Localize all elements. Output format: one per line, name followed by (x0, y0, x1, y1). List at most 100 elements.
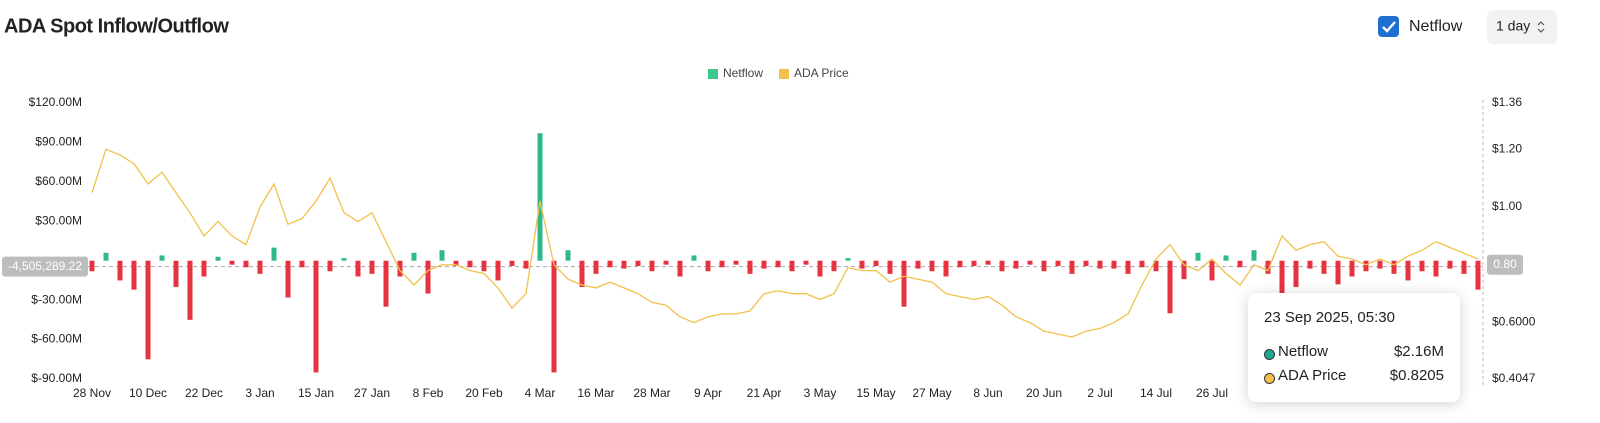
netflow-bar (1237, 260, 1243, 268)
y-tick-label: $30.00M (35, 213, 82, 227)
netflow-bar (425, 260, 431, 294)
netflow-bar (537, 133, 543, 261)
netflow-bar (481, 260, 487, 272)
netflow-bar (1097, 260, 1103, 269)
netflow-bar (1377, 260, 1383, 269)
netflow-bar (1223, 255, 1229, 261)
netflow-bar (1265, 260, 1271, 274)
netflow-bar (607, 260, 613, 268)
crosshair-badge (2, 256, 88, 277)
netflow-bar (1083, 260, 1089, 266)
tooltip-dot (1264, 373, 1275, 384)
netflow-bar (1447, 260, 1453, 269)
netflow-bar (1321, 260, 1327, 274)
checkbox-label: Netflow (1409, 18, 1463, 35)
crosshair-label: -4,505,289.22 (8, 259, 82, 273)
netflow-bar (523, 260, 529, 269)
x-tick-label: 27 Jan (354, 386, 390, 400)
netflow-bar (845, 258, 851, 261)
netflow-bar (383, 260, 389, 307)
netflow-bar (901, 260, 907, 307)
netflow-bar (873, 260, 879, 266)
netflow-bar (131, 260, 137, 290)
y-tick-label: $60.00M (35, 174, 82, 188)
netflow-bar (621, 260, 627, 269)
legend-label: ADA Price (794, 66, 849, 80)
netflow-bar (971, 260, 977, 266)
netflow-bar (957, 260, 963, 268)
y-tick-label: $90.00M (35, 135, 82, 149)
x-tick-label: 20 Feb (465, 386, 503, 400)
netflow-bar (187, 260, 193, 320)
netflow-bar (1405, 260, 1411, 281)
netflow-bar (593, 260, 599, 274)
netflow-bar (635, 260, 641, 266)
legend-swatch (708, 69, 718, 79)
netflow-bar (691, 255, 697, 261)
x-tick-label: 4 Mar (525, 386, 556, 400)
netflow-bar (1279, 260, 1285, 298)
crosshair-price-label: 0.80 (1493, 257, 1517, 271)
netflow-bar (1167, 260, 1173, 314)
netflow-bar (1013, 260, 1019, 269)
netflow-bar (271, 247, 277, 261)
x-tick-label: 8 Jun (973, 386, 1002, 400)
netflow-bar (1069, 260, 1075, 274)
netflow-bar (1195, 252, 1201, 261)
x-tick-label: 14 Jul (1140, 386, 1172, 400)
netflow-bar (411, 252, 417, 261)
netflow-bar (173, 260, 179, 287)
y-tick-label: $120.00M (29, 95, 82, 109)
y2-tick-label: $0.4047 (1492, 371, 1536, 385)
x-tick-label: 8 Feb (413, 386, 444, 400)
netflow-bar (1209, 260, 1215, 281)
netflow-bar (915, 260, 921, 269)
checkbox[interactable] (1378, 16, 1399, 37)
netflow-bar (1307, 260, 1313, 269)
netflow-bar (495, 260, 501, 281)
price-line (91, 148, 1479, 338)
x-tick-label: 26 Jul (1196, 386, 1228, 400)
y2-tick-label: $1.20 (1492, 141, 1522, 155)
y-tick-label: $-30.00M (31, 292, 82, 306)
netflow-bar (257, 260, 263, 274)
netflow-bar (103, 252, 109, 261)
tooltip-title: 23 Sep 2025, 05:30 (1264, 309, 1395, 326)
netflow-bar (1461, 260, 1467, 274)
x-tick-label: 28 Mar (633, 386, 670, 400)
netflow-bar (145, 260, 151, 360)
netflow-bar (215, 256, 221, 261)
crosshair-badge (1487, 254, 1523, 275)
netflow-bar (313, 260, 319, 373)
netflow-bar (1363, 260, 1369, 272)
x-tick-label: 15 Jan (298, 386, 334, 400)
netflow-bar (817, 260, 823, 277)
netflow-bar (1139, 260, 1145, 268)
tooltip: 23 Sep 2025, 05:30 Netflow $2.16M ADA Pr… (1248, 293, 1460, 402)
x-tick-label: 10 Dec (129, 386, 167, 400)
legend-label: Netflow (723, 66, 763, 80)
y2-tick-label: $1.00 (1492, 199, 1522, 213)
netflow-bar (299, 260, 305, 268)
tooltip-dot (1264, 349, 1275, 360)
netflow-bar (551, 260, 557, 373)
netflow-bar (1041, 260, 1047, 272)
netflow-bar (1125, 260, 1131, 274)
y2-tick-label: $0.6000 (1492, 315, 1536, 329)
netflow-bar (831, 260, 837, 272)
netflow-bar (1391, 260, 1397, 274)
netflow-bar (887, 260, 893, 274)
netflow-bar (243, 260, 249, 268)
netflow-bar (1433, 260, 1439, 277)
y-tick-label: $-60.00M (31, 332, 82, 346)
x-tick-label: 20 Jun (1026, 386, 1062, 400)
netflow-bar (943, 260, 949, 277)
netflow-bar (1335, 260, 1341, 285)
netflow-bar (1027, 260, 1033, 265)
x-tick-label: 27 May (912, 386, 951, 400)
interval-select[interactable] (1487, 10, 1557, 44)
netflow-bar (649, 260, 655, 272)
x-tick-label: 28 Nov (73, 386, 111, 400)
netflow-bar (341, 258, 347, 261)
